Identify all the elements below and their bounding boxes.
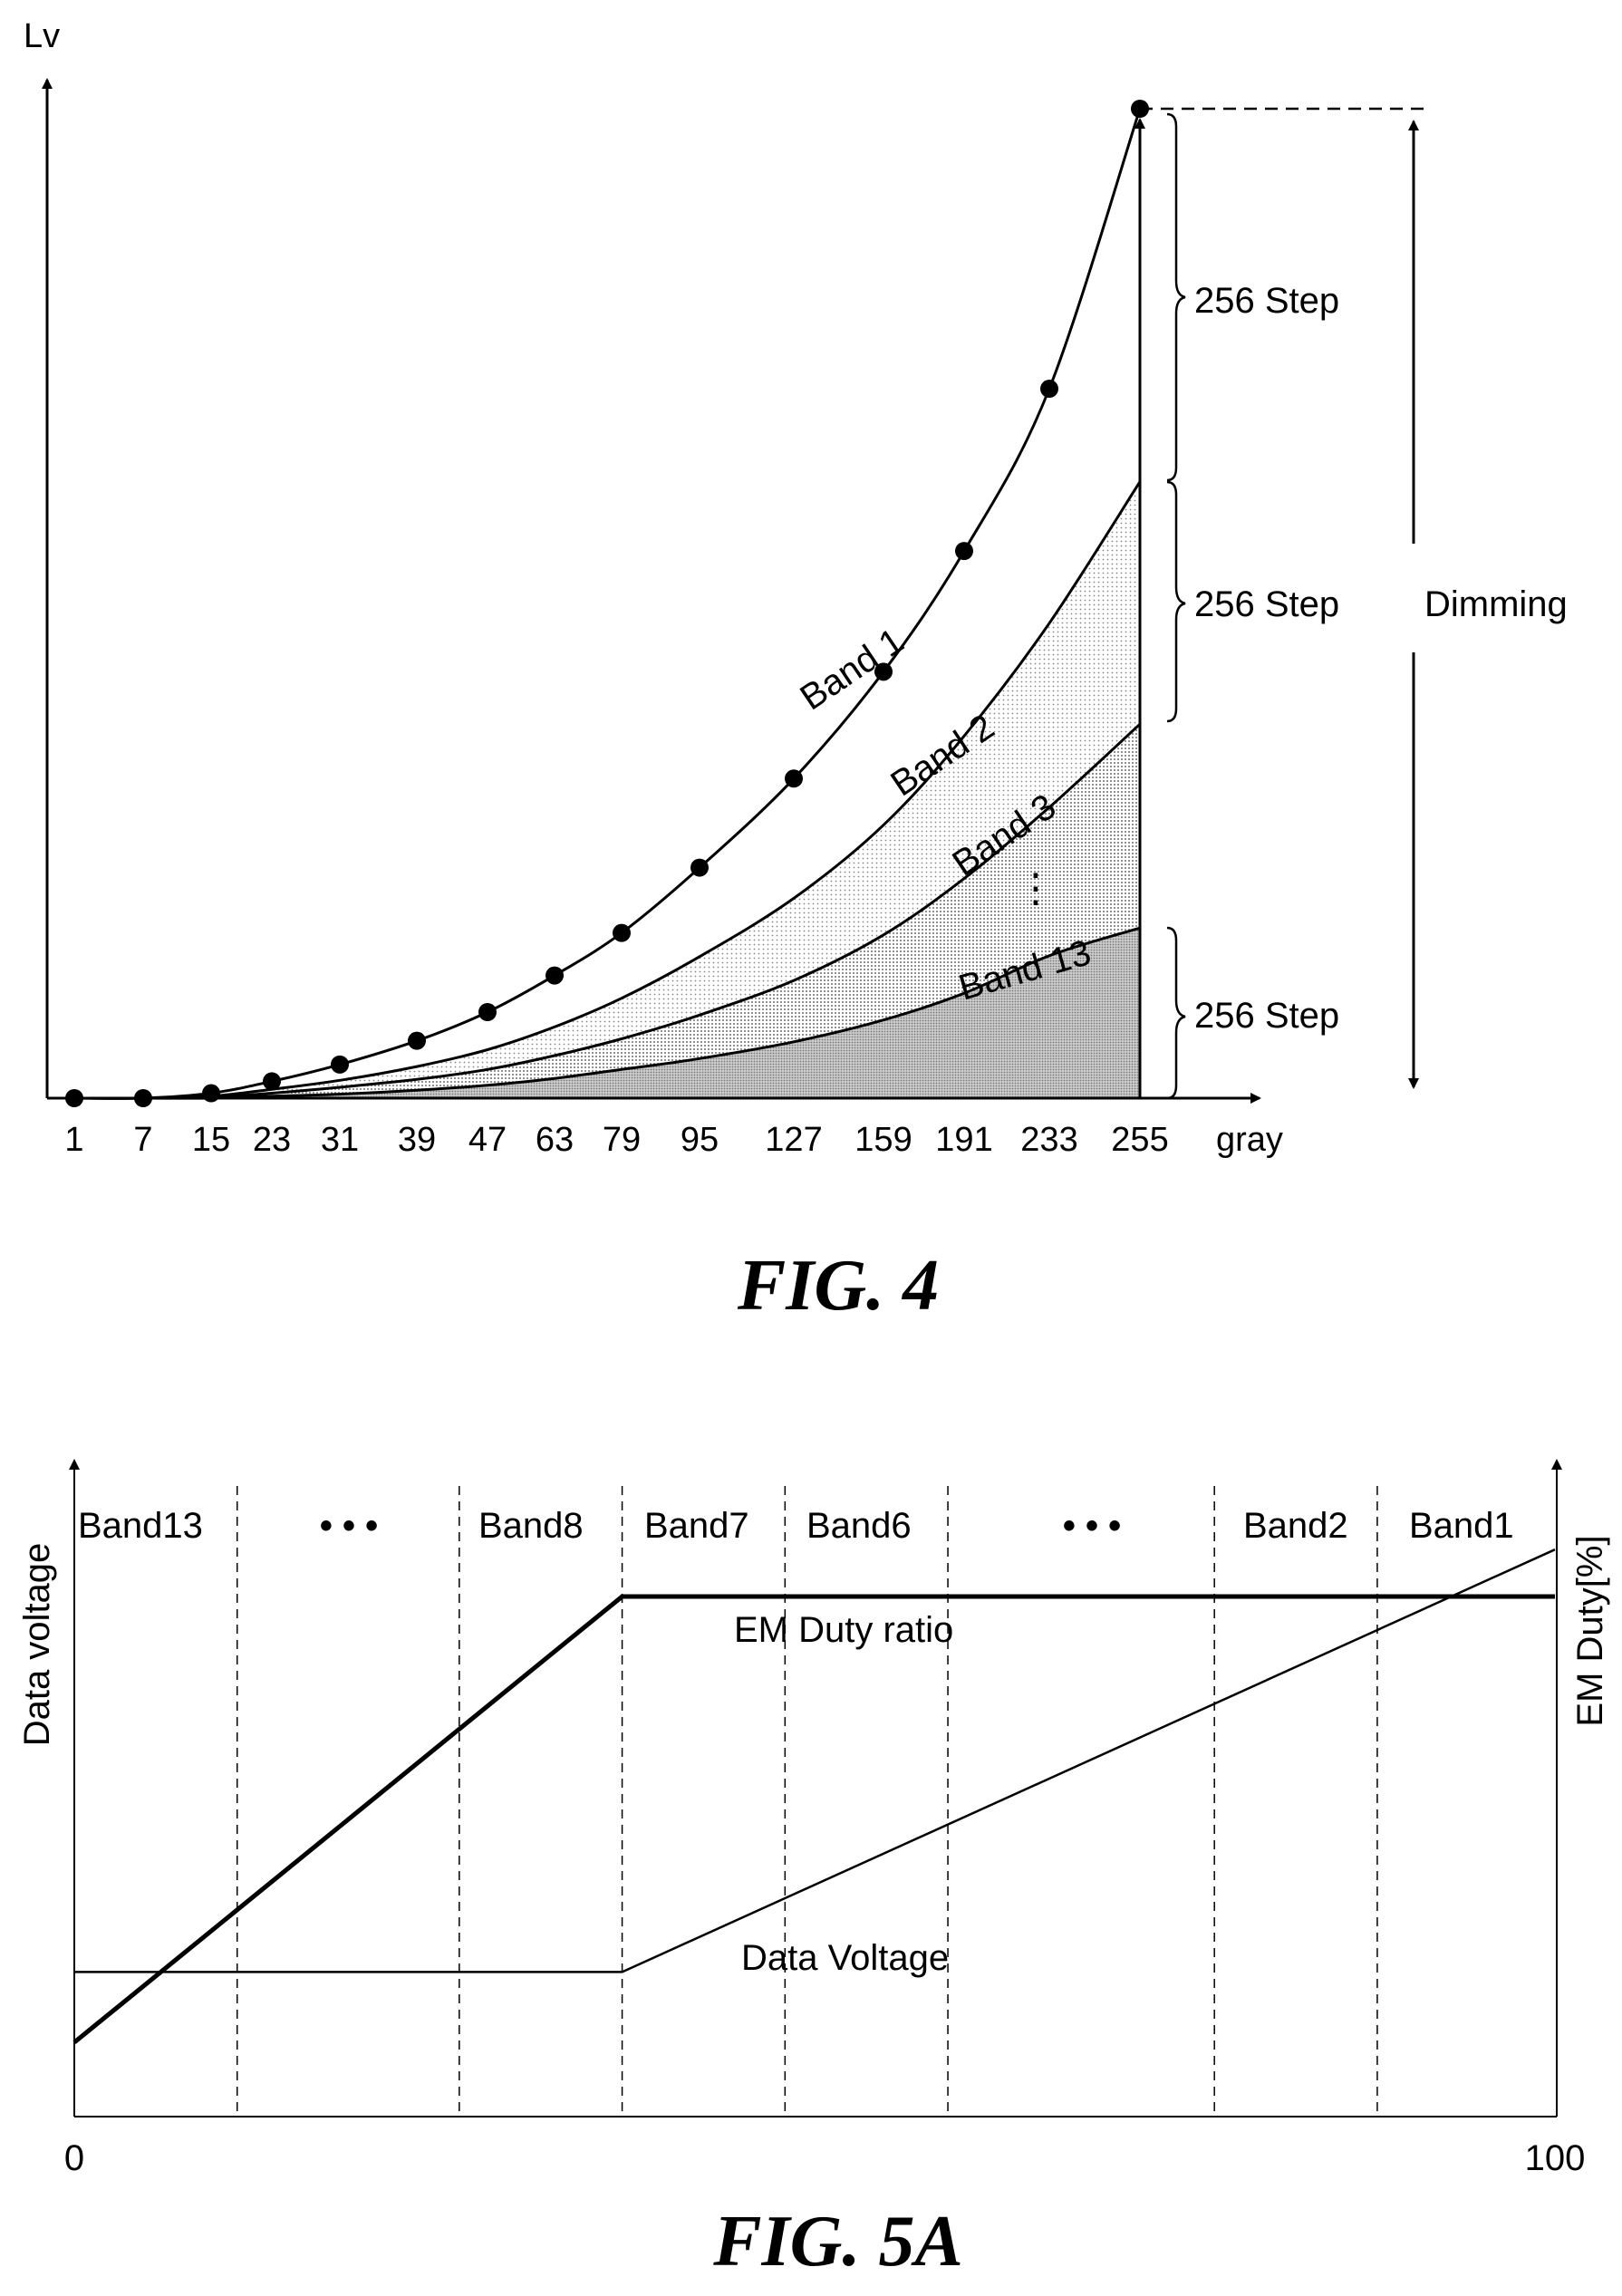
fig4-caption: FIG. 4 xyxy=(737,1246,939,1326)
fig4-step-label-2: 256 Step xyxy=(1194,584,1339,624)
fig4-band1-label: Band 1 xyxy=(793,621,911,718)
fig5a-band-dividers xyxy=(236,1486,1378,2117)
fig4-brace-3 xyxy=(1166,926,1186,1100)
fig4-brace-1 xyxy=(1166,112,1186,482)
fig5a-x-min-label: 0 xyxy=(64,2138,84,2178)
fig4-x-tick-1: 1 xyxy=(64,1121,83,1159)
fig5a-ellipsis-left: • • • xyxy=(320,1506,378,1546)
fig4-curve-band-3 xyxy=(73,723,1142,1100)
fig4-x-tick-233: 233 xyxy=(1020,1121,1077,1159)
fig4-x-tick-79: 79 xyxy=(603,1121,641,1159)
fig4-point-gray-39 xyxy=(408,1031,426,1050)
fig4-dimming-label: Dimming xyxy=(1424,584,1568,624)
fig4-fill-band-13 xyxy=(74,928,1140,1099)
fig5a-band13-label: Band13 xyxy=(78,1506,203,1546)
fig5a-line-em-duty-ratio xyxy=(72,1594,1555,2045)
fig5a-band8-label: Band8 xyxy=(478,1506,584,1546)
fig4-x-tick-23: 23 xyxy=(253,1121,291,1159)
fig4-point-gray-23 xyxy=(263,1072,281,1091)
fig4-x-tick-31: 31 xyxy=(321,1121,359,1159)
fig4-x-tick-127: 127 xyxy=(765,1121,822,1159)
fig4-point-gray-47 xyxy=(478,1002,497,1021)
fig4-point-gray-233 xyxy=(1040,380,1058,399)
fig4-band-ellipsis: ⋮ xyxy=(1016,866,1056,911)
fig5a-ellipsis-right: • • • xyxy=(1063,1506,1121,1546)
fig4-x-tick-7: 7 xyxy=(133,1121,152,1159)
fig5a-x-max-label: 100 xyxy=(1525,2138,1586,2178)
fig4-x-tick-191: 191 xyxy=(935,1121,992,1159)
fig4-curve-band-13 xyxy=(74,926,1141,1100)
fig4-chart: Lv gray 1 7 15 23 31 39 47 63 79 95 127 159 191 233 25… xyxy=(24,17,1568,1326)
fig4-step-label-3: 256 Step xyxy=(1194,996,1339,1036)
fig4-point-gray-95 xyxy=(690,858,709,877)
fig5a-band6-label: Band6 xyxy=(806,1506,912,1546)
fig4-x-tick-95: 95 xyxy=(681,1121,719,1159)
fig4-point-gray-31 xyxy=(331,1055,349,1074)
fig4-brace-2 xyxy=(1166,480,1186,723)
fig5a-line-data-voltage xyxy=(74,1548,1556,1973)
fig4-point-gray-79 xyxy=(613,923,631,942)
fig4-x-tick-15: 15 xyxy=(192,1121,230,1159)
fig4-fill-band-3 xyxy=(74,724,1140,1099)
fig4-curve-band-2 xyxy=(73,480,1142,1100)
fig5a-band7-label: Band7 xyxy=(644,1506,749,1546)
fig4-point-gray-159 xyxy=(874,662,893,681)
fig5a-band2-label: Band2 xyxy=(1243,1506,1348,1546)
fig4-point-gray-15 xyxy=(202,1084,220,1103)
fig4-step-label-1: 256 Step xyxy=(1194,281,1339,321)
fig5a-band1-label: Band1 xyxy=(1409,1506,1514,1546)
fig5a-left-axis-label: Data voltage xyxy=(17,1543,57,1747)
fig4-point-gray-63 xyxy=(545,966,564,985)
fig4-x-tick-159: 159 xyxy=(854,1121,912,1159)
fig4-dots xyxy=(65,100,1149,1107)
fig4-point-gray-127 xyxy=(785,769,803,788)
fig5a-em-duty-label: EM Duty ratio xyxy=(734,1610,953,1650)
fig5a-right-axis-label: EM Duty[%] xyxy=(1570,1535,1610,1726)
fig5a-data-voltage-label: Data Voltage xyxy=(741,1938,949,1978)
fig4-x-axis-label: gray xyxy=(1216,1121,1283,1159)
fig5a-curves xyxy=(72,1548,1556,2045)
fig4-x-tick-63: 63 xyxy=(536,1121,574,1159)
fig4-point-gray-255 xyxy=(1131,100,1149,118)
fig4-y-axis-label: Lv xyxy=(24,17,60,55)
fig4-x-tick-255: 255 xyxy=(1111,1121,1168,1159)
fig4-x-tick-labels: 1 7 15 23 31 39 47 63 79 95 127 159 191 233 255 xyxy=(64,1121,1168,1159)
fig5a-chart: Band13 • • • Band8 Band7 Band6 • • • Ban… xyxy=(17,1459,1610,2282)
fig4-x-tick-47: 47 xyxy=(468,1121,507,1159)
fig5a-caption: FIG. 5A xyxy=(712,2202,963,2282)
fig4-point-gray-191 xyxy=(955,542,973,561)
fig4-x-tick-39: 39 xyxy=(398,1121,436,1159)
fig4-point-gray-7 xyxy=(134,1089,152,1107)
fig4-point-gray-1 xyxy=(65,1089,83,1107)
fig4-band-fills xyxy=(74,481,1140,1099)
